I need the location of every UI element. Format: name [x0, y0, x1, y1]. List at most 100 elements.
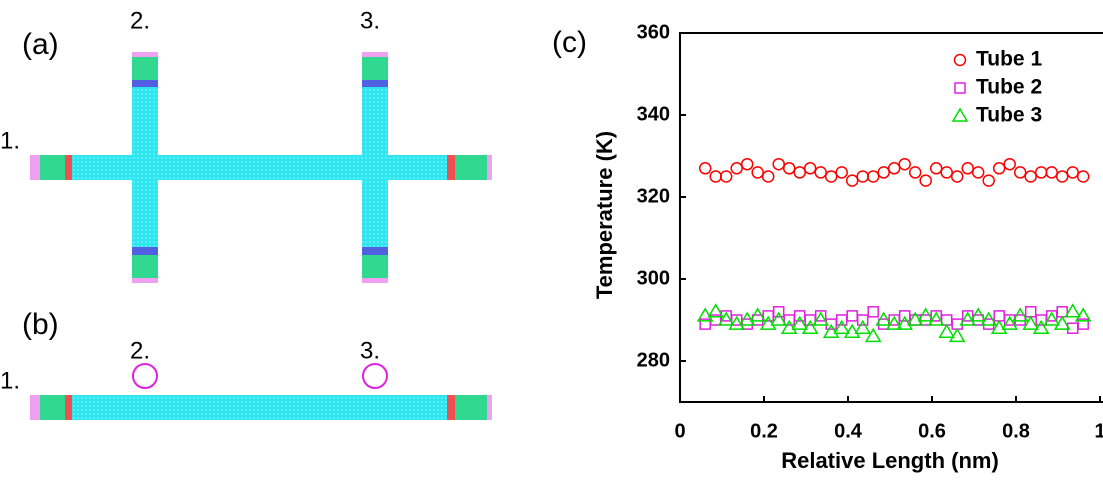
data-point	[751, 166, 764, 179]
data-point	[1024, 170, 1037, 183]
data-point	[940, 166, 953, 179]
data-point	[919, 314, 932, 326]
data-point	[929, 162, 943, 175]
panel-a-diagram	[30, 52, 492, 283]
data-point	[730, 162, 743, 175]
data-point	[698, 162, 712, 175]
data-point	[1064, 303, 1082, 318]
data-point	[822, 323, 840, 339]
data-point	[887, 162, 901, 175]
y-tick-label: 360	[637, 21, 670, 43]
legend-marker	[951, 107, 969, 122]
x-tick-label: 1	[1094, 420, 1103, 442]
data-point	[982, 318, 995, 330]
chart-title: (c)	[552, 26, 587, 59]
data-point	[717, 311, 735, 326]
data-point	[856, 314, 869, 326]
tube-label: 1.	[0, 367, 20, 394]
data-point	[846, 310, 858, 322]
data-point	[835, 166, 848, 179]
data-point	[696, 307, 714, 322]
data-point	[993, 310, 1005, 322]
data-point	[740, 157, 754, 171]
data-point	[866, 170, 880, 183]
data-point	[992, 162, 1006, 175]
data-point	[709, 170, 722, 183]
data-point	[969, 307, 987, 322]
data-point	[896, 315, 914, 330]
x-tick-label: 0.4	[834, 420, 863, 442]
y-axis-title: Temperature (K)	[592, 131, 617, 299]
tube-label: 2.	[130, 7, 150, 34]
data-point	[940, 314, 953, 326]
data-point	[738, 311, 756, 326]
tube-label: 1.	[0, 127, 20, 154]
data-point	[856, 170, 869, 183]
legend-marker	[954, 82, 966, 94]
data-point	[1056, 306, 1068, 318]
y-tick-label: 280	[637, 349, 670, 371]
data-point	[864, 327, 882, 343]
x-axis-title: Relative Length (nm)	[781, 448, 999, 473]
data-point	[959, 311, 977, 326]
data-point	[867, 306, 879, 318]
data-point	[1001, 315, 1019, 330]
data-point	[1043, 311, 1061, 326]
y-tick-label: 320	[637, 185, 670, 207]
data-point	[719, 170, 733, 183]
data-point	[908, 166, 922, 179]
x-tick-label: 0.6	[918, 420, 946, 442]
tube-label: 3.	[360, 337, 380, 364]
data-point	[1003, 157, 1016, 171]
panel-b-diagram	[30, 363, 492, 420]
data-point	[707, 303, 725, 318]
data-point	[919, 174, 932, 187]
data-point	[980, 311, 998, 326]
data-point	[803, 162, 817, 175]
data-point	[1022, 315, 1040, 330]
data-point	[885, 315, 903, 330]
data-point	[1076, 170, 1090, 183]
tube-label: 3.	[360, 7, 380, 34]
tube-label: 2.	[130, 337, 150, 364]
data-point	[1077, 318, 1089, 330]
data-point	[759, 315, 777, 330]
data-point	[782, 162, 796, 175]
data-point	[1024, 306, 1037, 318]
data-point	[950, 170, 964, 183]
data-point	[814, 166, 827, 179]
data-point	[814, 310, 827, 322]
data-point	[961, 162, 974, 175]
panel-label: (b)	[22, 308, 59, 341]
data-point	[1055, 170, 1069, 183]
data-point	[906, 311, 924, 326]
data-point	[875, 311, 893, 326]
data-point	[972, 314, 984, 326]
panel-label: (a)	[22, 28, 59, 61]
data-point	[1011, 307, 1029, 322]
data-point	[780, 319, 798, 334]
data-point	[801, 319, 819, 334]
y-tick-label: 300	[637, 267, 670, 289]
data-point	[772, 306, 785, 318]
data-point	[877, 166, 890, 179]
data-point	[761, 170, 775, 183]
data-point	[833, 319, 851, 334]
data-point	[898, 157, 911, 171]
data-point	[845, 174, 859, 187]
data-point	[1014, 314, 1026, 326]
data-point	[812, 311, 830, 326]
data-point	[982, 174, 995, 187]
data-point	[1032, 319, 1050, 334]
data-point	[791, 315, 809, 330]
data-point	[770, 311, 788, 326]
data-point	[772, 157, 785, 171]
data-point	[751, 314, 764, 326]
y-tick-label: 340	[637, 103, 670, 125]
data-point	[1013, 166, 1027, 179]
data-point	[971, 166, 985, 179]
data-point	[1074, 307, 1092, 322]
data-point	[990, 319, 1008, 334]
data-point	[877, 318, 890, 330]
legend-label: Tube 2	[976, 76, 1042, 99]
